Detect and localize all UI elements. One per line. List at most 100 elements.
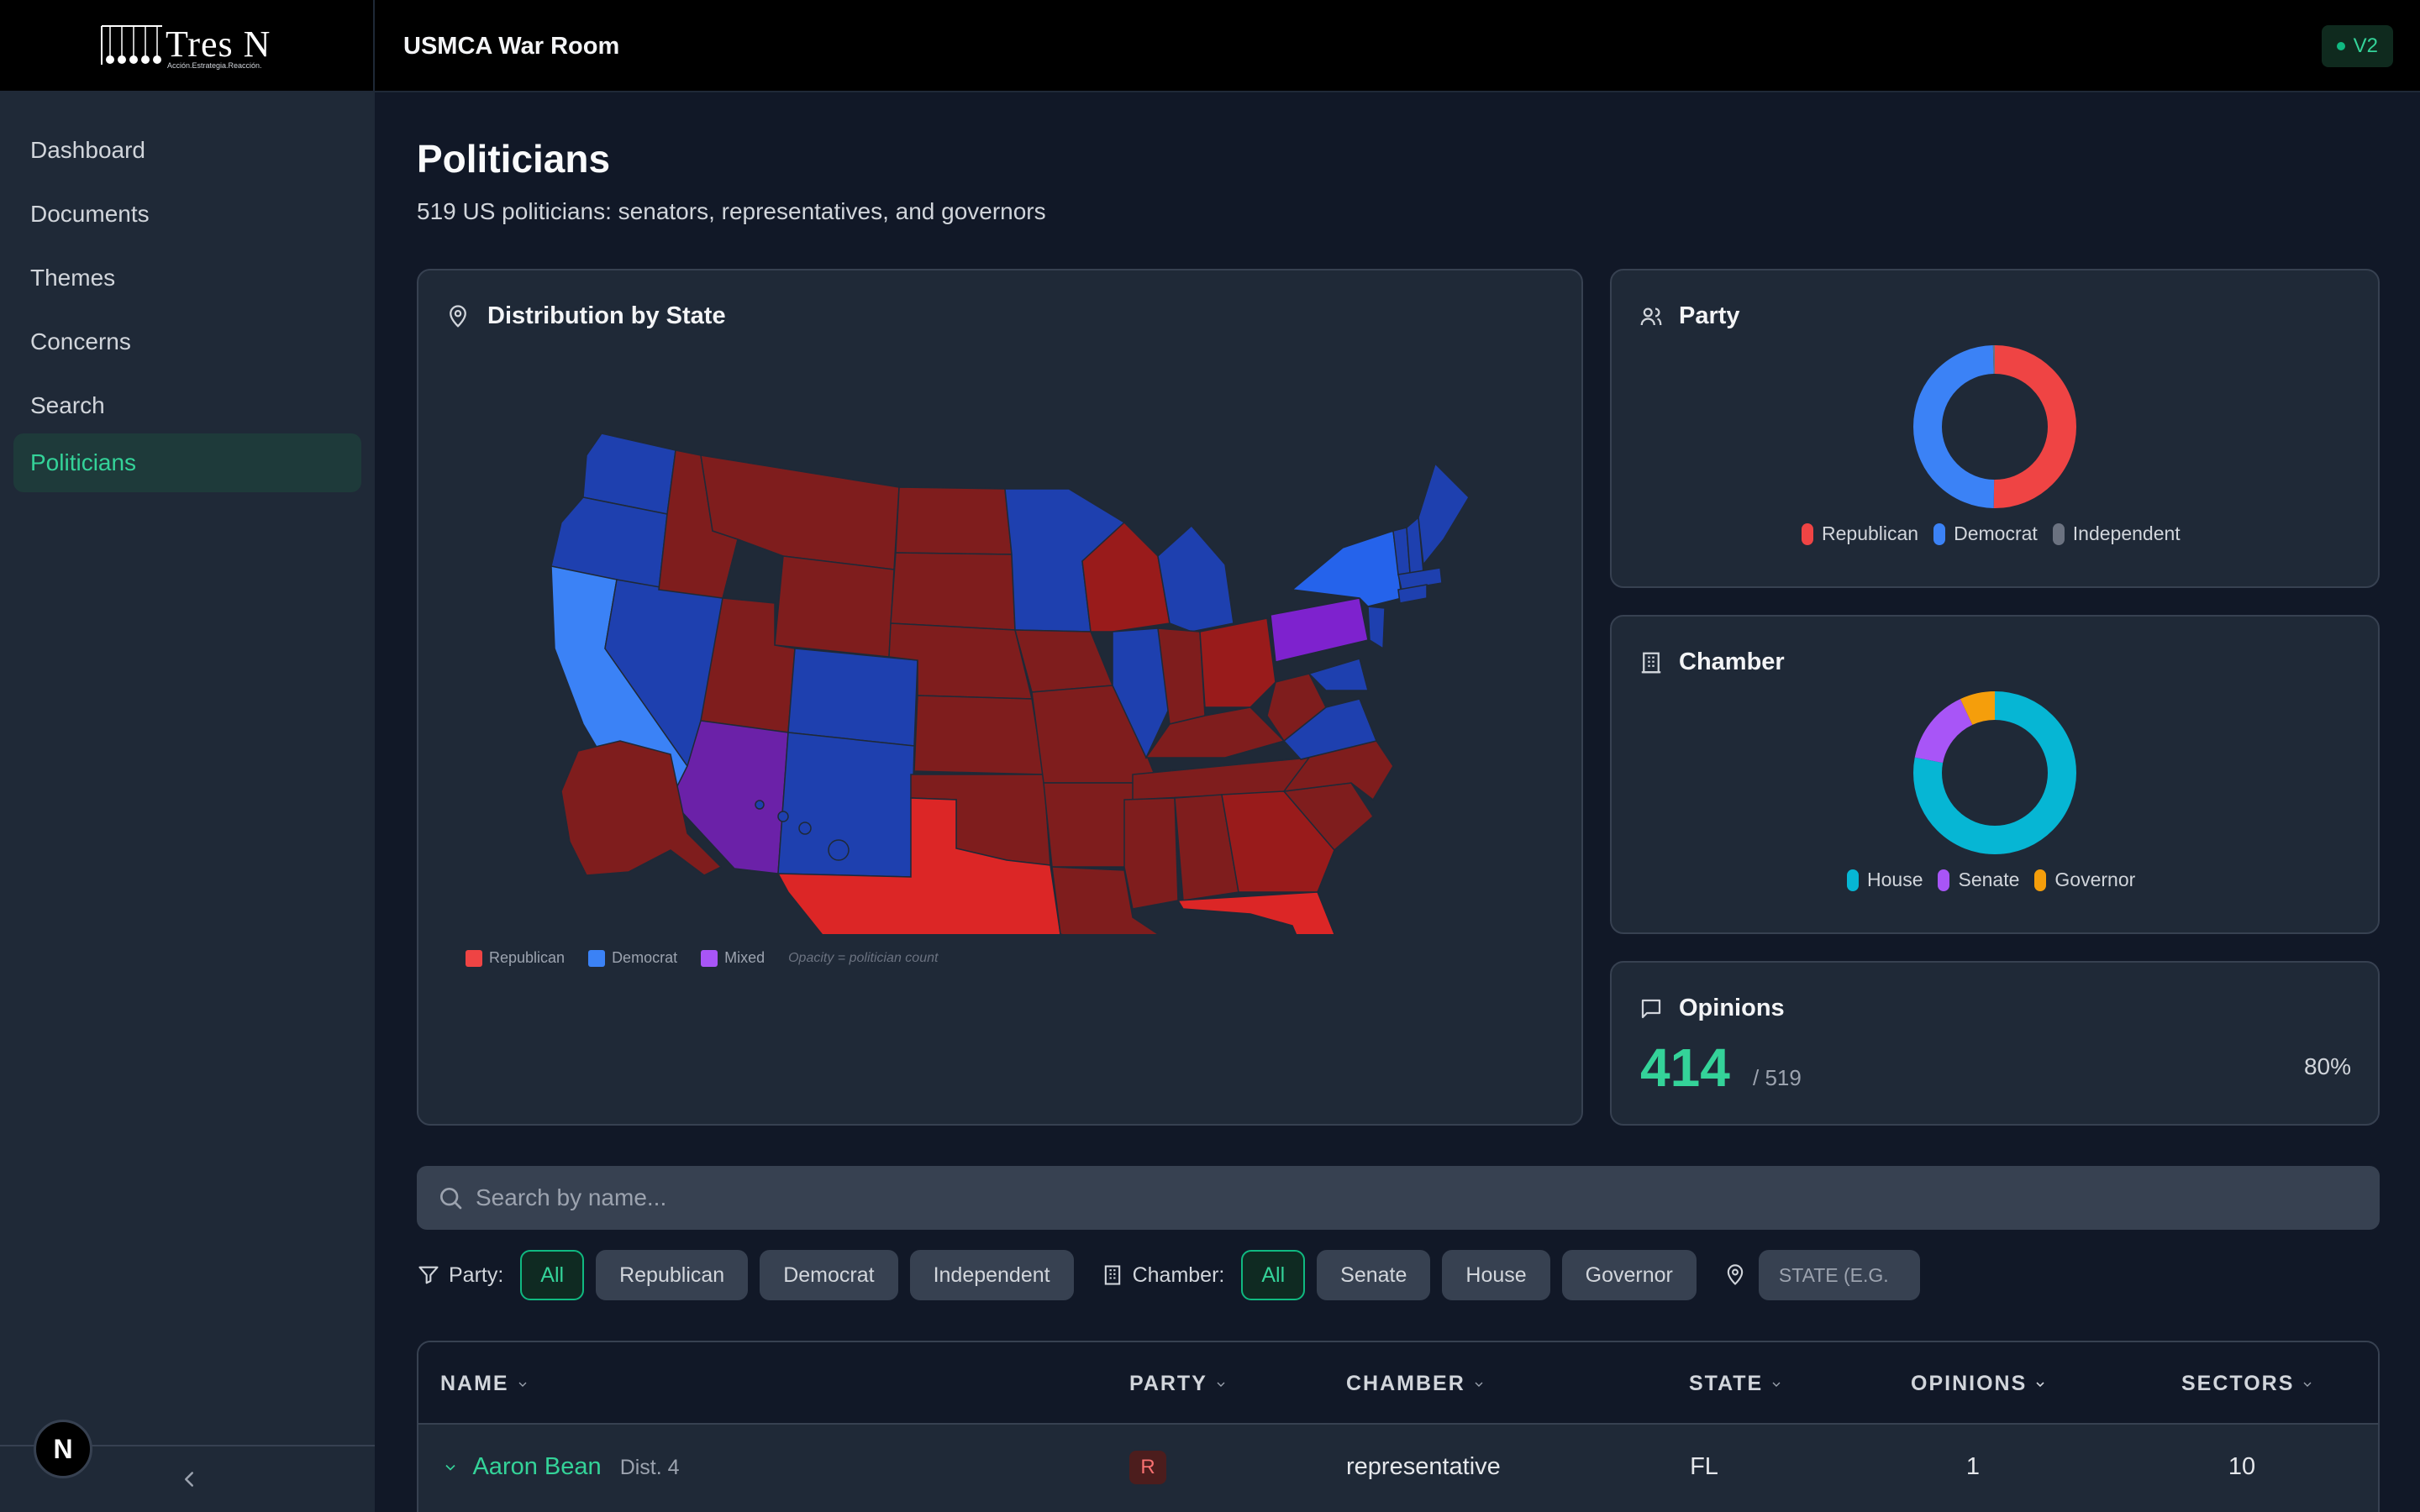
state-ky <box>1144 706 1286 759</box>
sidebar-item-label: Dashboard <box>30 137 145 163</box>
sidebar-item-documents[interactable]: Documents <box>13 185 361 244</box>
chamber-filter-label: Chamber: <box>1132 1263 1225 1287</box>
chamber-filter-senate[interactable]: Senate <box>1317 1250 1431 1300</box>
card-title: Party <box>1679 302 1740 329</box>
sidebar-item-search[interactable]: Search <box>13 376 361 435</box>
party-donut-chart[interactable] <box>1912 344 2077 509</box>
chamber-filter-all[interactable]: All <box>1241 1250 1306 1300</box>
sidebar: Dashboard Documents Themes Concerns Sear… <box>0 92 375 1512</box>
party-cell: R <box>1129 1425 1166 1509</box>
us-state-map[interactable] <box>418 346 1581 934</box>
version-badge: V2 <box>2321 25 2393 67</box>
column-header-state[interactable]: STATE <box>1689 1342 1783 1425</box>
chamber-filter-governor[interactable]: Governor <box>1561 1250 1697 1300</box>
party-filter-all[interactable]: All <box>520 1250 585 1300</box>
state-distribution-card: Distribution by State <box>417 269 1583 1126</box>
column-header-party[interactable]: PARTY <box>1129 1342 1228 1425</box>
chamber-card: Chamber House Senate Governor <box>1610 615 2380 934</box>
sidebar-item-dashboard[interactable]: Dashboard <box>13 121 361 180</box>
chevron-down-icon <box>2036 1382 2044 1388</box>
party-filter-label: Party: <box>449 1263 504 1287</box>
state-wv <box>1266 673 1327 743</box>
party-filter-republican[interactable]: Republican <box>596 1250 749 1300</box>
legend-republican: Republican <box>466 949 565 968</box>
state-hi <box>755 800 850 861</box>
state-mi <box>1157 524 1234 633</box>
chamber-donut-chart[interactable] <box>1912 690 2077 855</box>
sectors-cell: 10 <box>2228 1453 2256 1480</box>
logo-tagline: Acción.Estrategia.Reacción. <box>167 61 262 70</box>
party-slice-democrat[interactable] <box>1913 345 2076 508</box>
name-cell: Aaron Bean Dist. 4 <box>442 1425 680 1509</box>
state-ks <box>913 695 1044 775</box>
state-wy <box>774 555 895 658</box>
legend-governor: Governor <box>2034 869 2135 891</box>
state-me <box>1418 462 1470 566</box>
map-legend: Republican Democrat Mixed Opacity = poli… <box>466 949 938 968</box>
state-ga <box>1221 790 1335 893</box>
chamber-slice-governor[interactable] <box>1913 691 2076 854</box>
sidebar-item-label: Concerns <box>30 328 131 354</box>
column-header-opinions[interactable]: OPINIONS <box>1911 1342 2047 1425</box>
status-dot <box>2336 42 2345 50</box>
map-pin-icon <box>450 305 466 328</box>
state-la <box>1051 866 1160 934</box>
state-nj <box>1367 606 1386 650</box>
chamber-cell: representative <box>1346 1453 1501 1480</box>
opinions-card: Opinions 414 / 519 80% <box>1610 961 2380 1126</box>
state-ak <box>560 740 723 876</box>
state-mo <box>1031 685 1160 784</box>
filter-icon <box>418 1266 439 1284</box>
chevron-down-icon <box>1772 1382 1781 1388</box>
column-header-sectors[interactable]: SECTORS <box>2181 1342 2314 1425</box>
chevron-down-icon <box>2303 1382 2312 1388</box>
state-ia <box>1014 629 1114 693</box>
card-title: Distribution by State <box>487 302 726 329</box>
card-title: Opinions <box>1679 995 1785 1021</box>
chevron-down-icon <box>518 1382 527 1388</box>
sidebar-item-themes[interactable]: Themes <box>13 249 361 307</box>
column-header-chamber[interactable]: CHAMBER <box>1346 1342 1486 1425</box>
legend-independent: Independent <box>2052 522 2181 545</box>
sidebar-item-label: Documents <box>30 201 150 227</box>
sidebar-item-label: Themes <box>30 265 116 291</box>
chamber-filter-house[interactable]: House <box>1442 1250 1550 1300</box>
map-pin-icon <box>1727 1264 1744 1285</box>
state-fl <box>1176 891 1335 934</box>
column-header-name[interactable]: NAME <box>440 1342 529 1425</box>
party-filter-democrat[interactable]: Democrat <box>760 1250 898 1300</box>
page-title: Politicians <box>417 137 611 181</box>
sidebar-item-label: Politicians <box>30 449 137 475</box>
district-label: Dist. 4 <box>619 1456 680 1479</box>
sidebar-item-politicians[interactable]: Politicians <box>13 433 361 492</box>
sidebar-item-concerns[interactable]: Concerns <box>13 312 361 371</box>
opinions-percent: 80% <box>2303 1053 2351 1079</box>
legend-republican: Republican <box>1802 522 1918 545</box>
chamber-legend: House Senate Governor <box>1847 869 2135 891</box>
state-md <box>1307 658 1369 691</box>
chevron-down-icon <box>1217 1382 1225 1388</box>
state-pa <box>1270 597 1369 663</box>
legend-democrat: Democrat <box>588 949 677 968</box>
next-dev-badge[interactable]: N <box>34 1420 92 1478</box>
search-input[interactable] <box>476 1166 2358 1230</box>
opinions-cell: 1 <box>1965 1453 1981 1480</box>
party-slice-independent[interactable] <box>1913 345 2076 508</box>
party-filter-independent[interactable]: Independent <box>909 1250 1074 1300</box>
message-square-icon <box>1641 999 1661 1019</box>
table-row[interactable]: Aaron Bean Dist. 4 R representative FL 1… <box>418 1425 2378 1509</box>
legend-democrat: Democrat <box>1933 522 2038 545</box>
state-co <box>787 648 918 747</box>
logo-text: Tres N <box>166 24 271 65</box>
state-ny <box>1291 529 1402 607</box>
politician-name-link[interactable]: Aaron Bean <box>472 1453 602 1480</box>
legend-mixed: Mixed <box>701 949 765 968</box>
sidebar-item-label: Search <box>30 392 105 418</box>
chevron-left-icon[interactable] <box>176 1467 202 1492</box>
state-ma <box>1397 567 1443 591</box>
top-bar: Tres N Acción.Estrategia.Reacción. USMCA… <box>0 0 2420 92</box>
legend-house: House <box>1847 869 1923 891</box>
chevron-down-icon[interactable] <box>442 1459 459 1476</box>
logo-area[interactable]: Tres N Acción.Estrategia.Reacción. <box>0 0 375 92</box>
state-filter-input[interactable] <box>1758 1250 1920 1300</box>
